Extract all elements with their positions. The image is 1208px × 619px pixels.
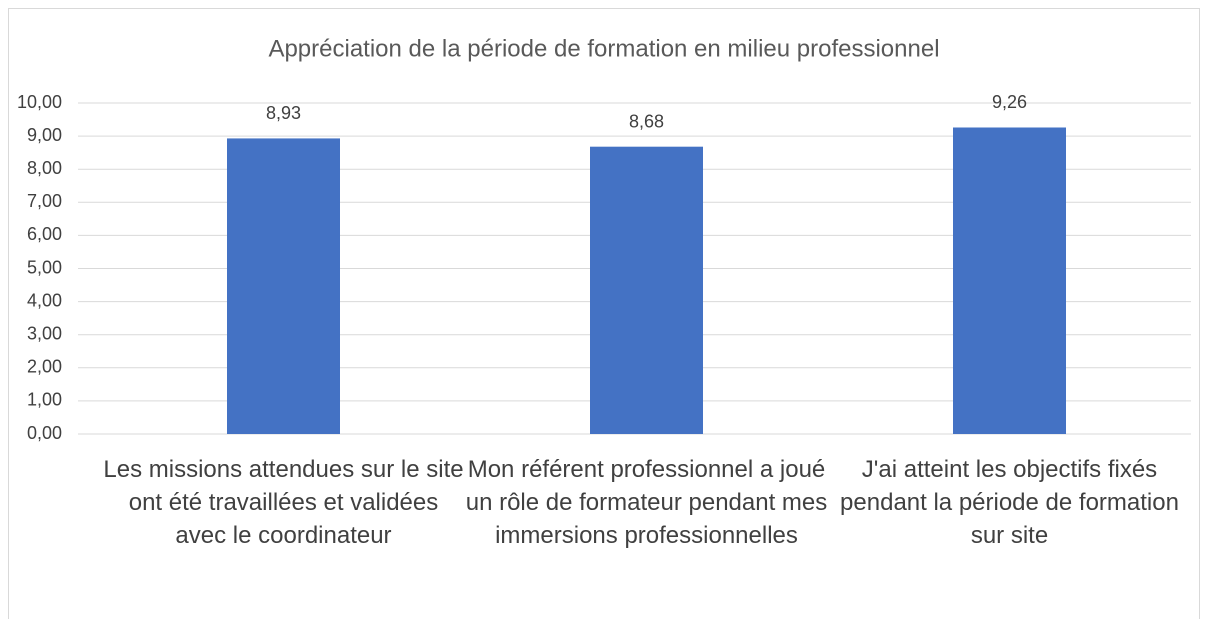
y-tick-label: 4,00 [27, 290, 62, 310]
bar [953, 127, 1066, 434]
x-tick-label: Mon référent professionnel a joué un rôl… [465, 456, 828, 549]
y-tick-label: 9,00 [27, 125, 62, 145]
data-label: 8,68 [629, 111, 664, 131]
x-tick-label: Les missions attendues sur le site ont é… [103, 456, 464, 549]
y-tick-label: 3,00 [27, 323, 62, 343]
x-tick-label: J'ai atteint les objectifs fixés pendant… [840, 456, 1179, 549]
y-tick-label: 10,00 [17, 92, 62, 112]
y-tick-label: 6,00 [27, 224, 62, 244]
y-tick-label: 0,00 [27, 423, 62, 443]
data-label: 9,26 [992, 92, 1027, 112]
y-tick-label: 7,00 [27, 191, 62, 211]
y-tick-label: 2,00 [27, 357, 62, 377]
chart-border [8, 8, 1200, 619]
y-tick-label: 8,00 [27, 158, 62, 178]
chart-title: Appréciation de la période de formation … [268, 35, 939, 62]
bar [227, 138, 340, 435]
data-label: 8,93 [266, 103, 301, 123]
y-tick-label: 5,00 [27, 257, 62, 277]
y-tick-label: 1,00 [27, 390, 62, 410]
bar [590, 146, 703, 434]
